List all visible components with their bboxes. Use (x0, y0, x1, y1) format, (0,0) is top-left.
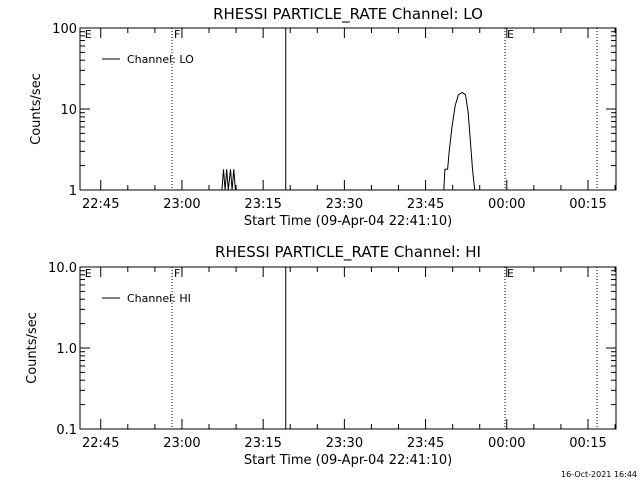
y-tick-label: 0.1 (56, 423, 77, 438)
y-tick-label: 10 (60, 103, 77, 118)
time-marker-flag: E (85, 28, 92, 41)
series-line-segment (443, 91, 476, 191)
time-marker-flag: F (174, 267, 180, 280)
time-marker-flag: F (174, 28, 180, 41)
series-line-segment (221, 169, 236, 191)
legend-label: Channel: HI (127, 292, 191, 305)
time-marker-flag: E (507, 267, 514, 280)
x-tick-label: 23:30 (326, 436, 363, 451)
legend-label: Channel: LO (127, 53, 194, 66)
x-tick-label: 00:00 (488, 197, 525, 212)
chart-title: RHESSI PARTICLE_RATE Channel: HI (215, 243, 481, 262)
y-tick-label: 10.0 (48, 261, 77, 276)
x-tick-label: 23:30 (326, 197, 363, 212)
x-tick-label: 23:15 (244, 436, 281, 451)
timestamp: 16-Oct-2021 16:44 (561, 470, 637, 479)
chart-panel-1: RHESSI PARTICLE_RATE Channel: LO 1 10 100 Co… (29, 5, 617, 229)
time-marker-flag: E (85, 267, 92, 280)
x-tick-label: 23:45 (407, 436, 444, 451)
x-tick-label: 23:00 (163, 436, 200, 451)
x-tick-label: 23:15 (244, 197, 281, 212)
x-tick-label: 23:45 (407, 197, 444, 212)
x-tick-label: 22:45 (82, 436, 119, 451)
x-axis-label: Start Time (09-Apr-04 22:41:10) (244, 214, 452, 229)
x-tick-label: 00:00 (488, 436, 525, 451)
x-tick-label: 22:45 (82, 197, 119, 212)
y-tick-label: 100 (52, 22, 77, 37)
x-tick-label: 23:00 (163, 197, 200, 212)
y-tick-label: 1.0 (56, 342, 77, 357)
y-axis-label: Counts/sec (25, 312, 40, 384)
x-tick-label: 00:15 (569, 197, 606, 212)
x-tick-label: 00:15 (569, 436, 606, 451)
y-tick-label: 1 (69, 184, 77, 199)
chart-title: RHESSI PARTICLE_RATE Channel: LO (213, 5, 483, 24)
y-axis-label: Counts/sec (29, 73, 44, 145)
x-axis-label: Start Time (09-Apr-04 22:41:10) (244, 453, 452, 468)
time-marker-flag: E (507, 28, 514, 41)
chart-panel-2: RHESSI PARTICLE_RATE Channel: HI 0.1 1.0 10… (25, 243, 617, 468)
